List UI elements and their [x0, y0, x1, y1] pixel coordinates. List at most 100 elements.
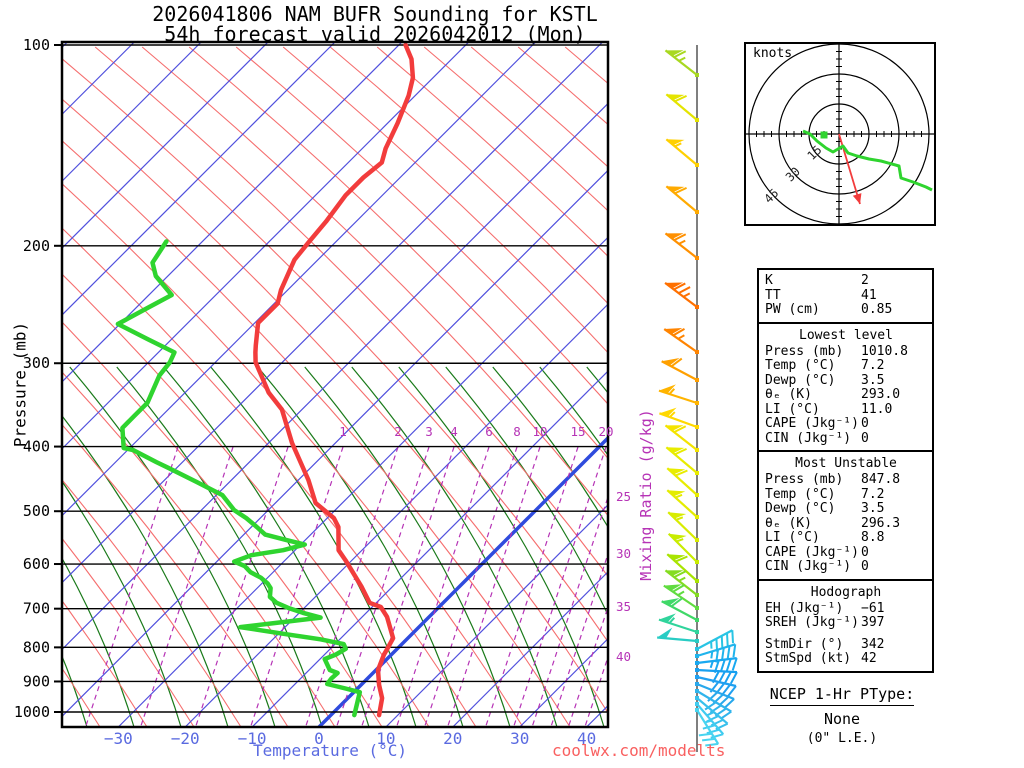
svg-text:8: 8	[513, 424, 521, 439]
wind-barb	[661, 357, 699, 382]
index-row: CIN (Jkg⁻¹) 0	[765, 430, 927, 447]
wind-barb	[664, 569, 699, 597]
index-row: StmSpd (kt) 42	[765, 651, 927, 667]
panel-section-header: Lowest level	[799, 327, 893, 343]
panel-section: Lowest level Press (mb) 1010.8 Temp (°C) 7.2…	[759, 321, 932, 451]
hodograph-ring-label: 30	[783, 164, 803, 184]
index-label: Press (mb)	[765, 472, 844, 487]
svg-text:30: 30	[510, 729, 529, 748]
svg-text:500: 500	[23, 502, 50, 520]
svg-text:40: 40	[577, 729, 596, 748]
wind-barb	[659, 407, 699, 429]
index-row: EH (Jkg⁻¹) −61	[765, 600, 927, 617]
index-label: TT	[765, 287, 781, 303]
svg-text:900: 900	[23, 672, 50, 690]
svg-text:0: 0	[314, 729, 324, 748]
index-label: Temp (°C)	[765, 486, 836, 502]
index-value: 0	[861, 416, 869, 431]
wind-barb	[666, 467, 699, 497]
svg-text:15: 15	[570, 424, 585, 439]
svg-text:1000: 1000	[14, 703, 50, 721]
panel-section: K 2 TT 41 PW (cm) 0.85	[759, 270, 932, 322]
pressure-axis-title: Pressure (mb)	[10, 321, 30, 448]
svg-text:200: 200	[23, 237, 50, 255]
svg-text:10: 10	[376, 729, 395, 748]
index-label: LI (°C)	[765, 401, 820, 417]
svg-text:30: 30	[616, 546, 631, 561]
wind-barb	[665, 93, 699, 122]
hodograph-origin-marker	[820, 131, 828, 139]
index-value: 0	[861, 430, 869, 446]
index-label: θₑ (K)	[765, 387, 812, 402]
dewpoint-curve	[115, 239, 363, 718]
index-label: Temp (°C)	[765, 358, 836, 373]
wind-barb	[657, 627, 699, 643]
watermark-link[interactable]: coolwx.com/modelts	[552, 741, 726, 760]
wind-barb	[661, 597, 699, 622]
wind-barb	[695, 643, 737, 663]
chart-title-line2: 54h forecast valid 2026042012 (Mon)	[164, 22, 586, 46]
svg-text:10: 10	[532, 424, 547, 439]
svg-text:35: 35	[616, 599, 631, 614]
svg-text:25: 25	[616, 489, 631, 504]
wind-barb	[695, 657, 738, 673]
index-value: 342	[861, 636, 885, 652]
svg-text:−10: −10	[238, 729, 267, 748]
svg-text:20: 20	[443, 729, 462, 748]
index-value: 3.5	[861, 372, 885, 388]
index-label: CAPE (Jkg⁻¹)	[765, 544, 859, 560]
wind-barb	[667, 532, 699, 564]
index-label: Press (mb)	[765, 343, 844, 359]
index-row: θₑ (K) 293.0	[765, 387, 927, 403]
hodograph-trace	[802, 129, 933, 192]
wind-barb	[664, 49, 699, 77]
index-value: 41	[861, 287, 877, 303]
svg-text:600: 600	[23, 555, 50, 573]
index-row: Temp (°C) 7.2	[765, 358, 927, 374]
index-value: −61	[861, 600, 885, 616]
svg-text:1: 1	[339, 424, 347, 439]
panel-section-header: Most Unstable	[795, 456, 897, 471]
index-row: Press (mb) 1010.8	[765, 343, 927, 360]
index-label: StmSpd (kt)	[765, 651, 852, 666]
index-row: Press (mb) 847.8	[765, 472, 927, 488]
index-row: CIN (Jkg⁻¹) 0	[765, 559, 927, 575]
panel-section-header: Hodograph	[810, 584, 882, 600]
chart-title-line1: 2026041806 NAM BUFR Sounding for KSTL	[152, 2, 598, 26]
temperature-tick-labels: −30 −20 −10 0 10 20 30 40	[104, 729, 596, 748]
mixing-ratio-axis-title: Mixing Ratio (g/kg)	[637, 409, 655, 581]
svg-text:−30: −30	[104, 729, 133, 748]
wind-barb	[663, 328, 699, 354]
temperature-curve	[253, 42, 416, 718]
wind-barb-column	[657, 45, 738, 752]
ptype-note: (0" L.E.)	[806, 731, 878, 746]
index-row: Temp (°C) 7.2	[765, 486, 927, 503]
wind-barb	[695, 708, 720, 747]
svg-text:4: 4	[450, 424, 458, 439]
wind-barb	[666, 553, 699, 583]
ptype-title: NCEP 1-Hr PType:	[769, 685, 915, 706]
index-label: Dewp (°C)	[765, 372, 836, 388]
index-label: LI (°C)	[765, 530, 820, 545]
index-value: 293.0	[861, 387, 901, 402]
index-row: TT 41	[765, 287, 927, 304]
ptype-block: NCEP 1-Hr PType: None (0" L.E.)	[742, 684, 942, 746]
index-label: CAPE (Jkg⁻¹)	[765, 416, 859, 431]
hodograph-frame	[744, 42, 936, 226]
index-row: SREH (Jkg⁻¹) 397	[765, 615, 927, 631]
index-label: PW (cm)	[765, 302, 820, 317]
wind-barb	[658, 384, 699, 405]
svg-text:700: 700	[23, 600, 50, 618]
indices-panel: K 2 TT 41 PW (cm) 0.85 Lowest level Press (mb) 1…	[757, 268, 934, 673]
wind-barb	[664, 424, 699, 452]
wind-barb	[665, 138, 699, 167]
index-label: CIN (Jkg⁻¹)	[765, 430, 852, 446]
wind-barb	[664, 282, 699, 309]
svg-text:300: 300	[23, 354, 50, 372]
index-value: 7.2	[861, 358, 885, 373]
index-label: StmDir (°)	[765, 636, 844, 652]
